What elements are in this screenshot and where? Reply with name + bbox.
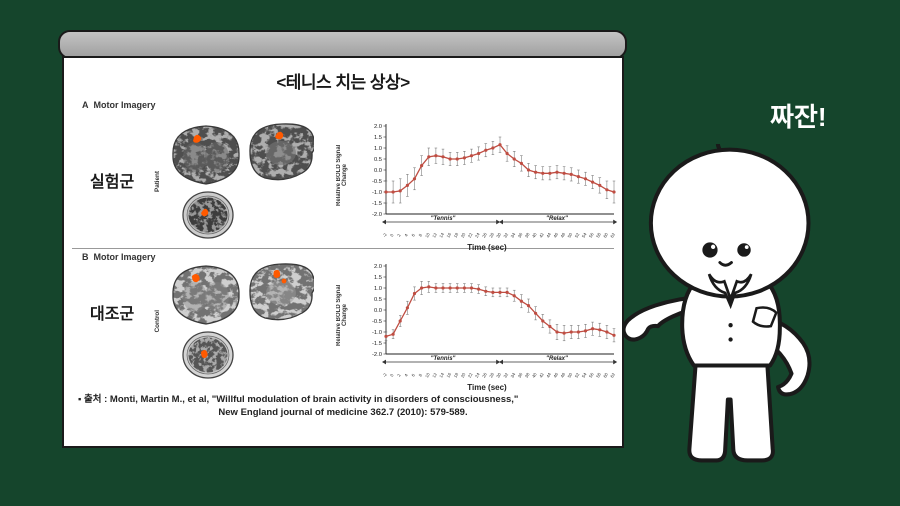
svg-text:22: 22 xyxy=(467,371,474,378)
svg-text:50: 50 xyxy=(567,231,574,238)
svg-text:0: 0 xyxy=(389,232,395,237)
svg-text:6: 6 xyxy=(410,232,416,237)
svg-text:-2: -2 xyxy=(382,372,389,378)
svg-text:32: 32 xyxy=(502,371,509,378)
svg-text:14: 14 xyxy=(438,371,445,378)
svg-text:26: 26 xyxy=(481,231,488,238)
svg-text:2: 2 xyxy=(396,372,402,377)
svg-text:-2.0: -2.0 xyxy=(372,352,382,358)
svg-text:48: 48 xyxy=(559,231,566,238)
svg-text:38: 38 xyxy=(524,371,531,378)
svg-text:40: 40 xyxy=(531,231,538,238)
svg-text:20: 20 xyxy=(460,231,467,238)
svg-text:28: 28 xyxy=(488,231,495,238)
svg-text:"Tennis": "Tennis" xyxy=(431,216,456,222)
svg-text:12: 12 xyxy=(431,371,438,378)
svg-text:42: 42 xyxy=(538,231,545,238)
svg-text:-2: -2 xyxy=(382,232,389,238)
svg-text:"Relax": "Relax" xyxy=(546,356,568,362)
svg-text:10: 10 xyxy=(424,231,431,238)
svg-text:2.0: 2.0 xyxy=(374,264,382,270)
svg-text:44: 44 xyxy=(545,371,552,378)
svg-text:-1.5: -1.5 xyxy=(372,341,382,347)
svg-text:34: 34 xyxy=(510,231,517,238)
svg-text:"Tennis": "Tennis" xyxy=(431,356,456,362)
svg-text:56: 56 xyxy=(588,231,595,238)
svg-text:56: 56 xyxy=(588,371,595,378)
svg-text:"Relax": "Relax" xyxy=(546,216,568,222)
svg-text:18: 18 xyxy=(453,231,460,238)
svg-text:12: 12 xyxy=(431,231,438,238)
svg-text:42: 42 xyxy=(538,371,545,378)
svg-text:60: 60 xyxy=(602,371,609,378)
svg-text:10: 10 xyxy=(424,371,431,378)
svg-text:24: 24 xyxy=(474,371,481,378)
svg-text:58: 58 xyxy=(595,371,602,378)
svg-text:60: 60 xyxy=(602,231,609,238)
svg-text:34: 34 xyxy=(510,371,517,378)
svg-text:44: 44 xyxy=(545,231,552,238)
svg-text:0.5: 0.5 xyxy=(374,157,382,163)
svg-text:8: 8 xyxy=(418,372,424,377)
svg-text:4: 4 xyxy=(403,232,409,237)
svg-text:46: 46 xyxy=(552,371,559,378)
svg-text:1.0: 1.0 xyxy=(374,286,382,292)
svg-text:48: 48 xyxy=(559,371,566,378)
svg-text:8: 8 xyxy=(418,232,424,237)
svg-text:40: 40 xyxy=(531,371,538,378)
svg-text:14: 14 xyxy=(438,231,445,238)
svg-text:4: 4 xyxy=(403,372,409,377)
svg-text:26: 26 xyxy=(481,371,488,378)
svg-text:50: 50 xyxy=(567,371,574,378)
svg-text:46: 46 xyxy=(552,231,559,238)
svg-text:1.0: 1.0 xyxy=(374,146,382,152)
svg-text:-1.0: -1.0 xyxy=(372,190,382,196)
svg-text:30: 30 xyxy=(495,371,502,378)
svg-text:-2.0: -2.0 xyxy=(372,212,382,218)
svg-text:6: 6 xyxy=(410,372,416,377)
svg-text:52: 52 xyxy=(574,371,581,378)
svg-text:0.5: 0.5 xyxy=(374,297,382,303)
svg-text:1.5: 1.5 xyxy=(374,135,382,141)
svg-text:38: 38 xyxy=(524,231,531,238)
svg-text:-1.0: -1.0 xyxy=(372,330,382,336)
svg-text:2.0: 2.0 xyxy=(374,124,382,130)
svg-text:28: 28 xyxy=(488,371,495,378)
svg-text:24: 24 xyxy=(474,231,481,238)
svg-text:36: 36 xyxy=(517,371,524,378)
svg-text:-0.5: -0.5 xyxy=(372,179,382,185)
svg-text:36: 36 xyxy=(517,231,524,238)
svg-text:20: 20 xyxy=(460,371,467,378)
svg-text:0.0: 0.0 xyxy=(374,168,382,174)
svg-text:1.5: 1.5 xyxy=(374,275,382,281)
svg-text:22: 22 xyxy=(467,231,474,238)
svg-text:0: 0 xyxy=(389,372,395,377)
svg-text:0.0: 0.0 xyxy=(374,308,382,314)
svg-text:58: 58 xyxy=(595,231,602,238)
svg-text:54: 54 xyxy=(581,371,588,378)
svg-text:52: 52 xyxy=(574,231,581,238)
svg-text:32: 32 xyxy=(502,231,509,238)
svg-text:54: 54 xyxy=(581,231,588,238)
svg-text:18: 18 xyxy=(453,371,460,378)
svg-text:-0.5: -0.5 xyxy=(372,319,382,325)
svg-text:2: 2 xyxy=(396,232,402,237)
svg-text:16: 16 xyxy=(445,231,452,238)
svg-text:62: 62 xyxy=(609,231,616,238)
svg-text:62: 62 xyxy=(609,371,616,378)
svg-text:-1.5: -1.5 xyxy=(372,201,382,207)
svg-text:16: 16 xyxy=(445,371,452,378)
svg-text:30: 30 xyxy=(495,231,502,238)
